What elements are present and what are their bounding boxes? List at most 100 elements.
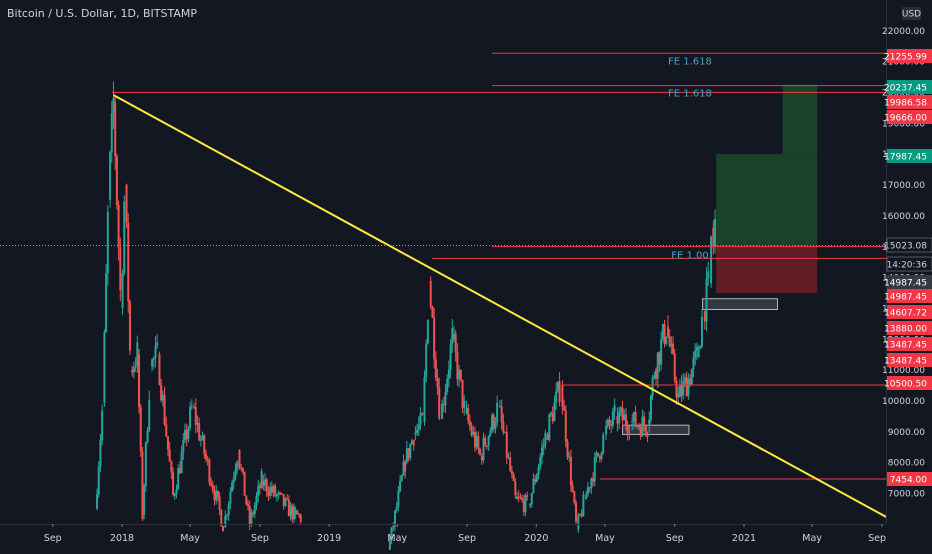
c2020-candle-126 bbox=[613, 398, 616, 420]
time-axis[interactable]: Sep 2018 May Sep 2019 May Sep 2020 May Sep 2021 May… bbox=[44, 524, 886, 544]
c2020-candle-171 bbox=[692, 351, 695, 378]
candle-body bbox=[504, 431, 507, 433]
c2020-candle-131 bbox=[623, 409, 626, 421]
candle-body bbox=[687, 378, 690, 397]
candle-body bbox=[573, 491, 576, 503]
candle-body bbox=[532, 479, 535, 493]
candle-body bbox=[236, 461, 239, 470]
c2018-candle-112 bbox=[292, 503, 295, 523]
c2018-candle-56 bbox=[196, 415, 199, 433]
candle-body bbox=[477, 436, 480, 449]
price-label-red[interactable]: 13880.00 bbox=[884, 321, 932, 335]
x-tick-label: May bbox=[387, 533, 407, 544]
candle-body bbox=[429, 280, 432, 307]
c2020-candle-84 bbox=[537, 463, 540, 480]
price-label-red[interactable]: 19666.00 bbox=[884, 110, 932, 124]
candle-body bbox=[275, 495, 278, 497]
c2018-candle-91 bbox=[257, 479, 260, 503]
price-axis[interactable]: 7000.008000.009000.0010000.0011000.00120… bbox=[882, 7, 932, 500]
price-label-countdown[interactable]: 14:20:36 bbox=[887, 256, 932, 272]
candle-body bbox=[255, 496, 258, 506]
c2020-candle-103 bbox=[571, 480, 574, 493]
y-tick-label: 10000.00 bbox=[882, 397, 925, 407]
c2018-candle-2 bbox=[99, 433, 102, 473]
candle-body bbox=[444, 391, 447, 406]
candle-body bbox=[127, 222, 130, 302]
c2020-candle-33 bbox=[447, 360, 450, 388]
c2018-candle-85 bbox=[246, 499, 249, 511]
candle-body bbox=[694, 350, 697, 358]
candle-body bbox=[182, 439, 185, 453]
price-label-red[interactable]: 10500.50 bbox=[884, 376, 932, 390]
candle-body bbox=[426, 320, 429, 344]
candle-body bbox=[456, 352, 459, 380]
c2020-candle-27 bbox=[436, 368, 439, 396]
c2020-candle-67 bbox=[507, 453, 510, 460]
candle-body bbox=[441, 403, 444, 420]
c2020-candle-105 bbox=[575, 499, 578, 525]
price-label-red[interactable]: 21255.99 bbox=[884, 49, 932, 63]
c2020-candle-118 bbox=[598, 455, 601, 463]
candle-body bbox=[707, 271, 710, 279]
candle-body bbox=[458, 369, 461, 380]
candle-body bbox=[388, 540, 391, 552]
candle-body bbox=[467, 408, 470, 421]
c2020-candle-160 bbox=[673, 348, 676, 384]
c2018-candle-97 bbox=[267, 485, 270, 501]
price-label-currency[interactable]: USD bbox=[902, 7, 921, 20]
yellow-trendline[interactable] bbox=[113, 94, 900, 525]
candle-body bbox=[487, 435, 490, 446]
candle-body bbox=[136, 342, 139, 367]
c2018-candle-82 bbox=[241, 467, 244, 475]
price-label-green[interactable]: 20237.45 bbox=[884, 80, 932, 94]
candle-body bbox=[666, 326, 669, 337]
candle-body bbox=[114, 102, 117, 157]
price-label-grey[interactable]: 14987.45 bbox=[884, 275, 932, 289]
c2020-candle-45 bbox=[468, 414, 471, 431]
candle-body bbox=[267, 491, 270, 496]
price-label-last[interactable]: 15023.08 bbox=[884, 237, 932, 253]
price-label-red[interactable]: 13487.45 bbox=[884, 337, 932, 351]
price-label-red[interactable]: 14987.45 bbox=[884, 289, 932, 303]
c2020-candle-7 bbox=[400, 474, 403, 482]
c2018-candle-15 bbox=[123, 195, 126, 276]
candle-body bbox=[473, 431, 476, 448]
candle-body bbox=[392, 526, 395, 528]
c2020-candle-46 bbox=[470, 422, 473, 437]
c2020-candle-90 bbox=[548, 413, 551, 442]
range-rectangle-2[interactable] bbox=[622, 424, 690, 435]
c2020-candle-36 bbox=[452, 325, 455, 342]
c2020-candle-175 bbox=[699, 345, 702, 350]
c2018-candle-8 bbox=[110, 100, 113, 164]
candle-body bbox=[265, 479, 268, 492]
price-label-red[interactable]: 7454.00 bbox=[887, 472, 932, 486]
candle-body bbox=[638, 425, 641, 427]
price-label-green[interactable]: 17987.45 bbox=[884, 149, 932, 163]
range-rectangle-1[interactable] bbox=[702, 298, 778, 310]
c2020-candle-28 bbox=[438, 377, 441, 421]
x-tick-label: Sep bbox=[666, 533, 684, 544]
candle-body bbox=[97, 466, 100, 495]
price-label-red[interactable]: 19986.58 bbox=[884, 95, 932, 109]
candle-body bbox=[692, 357, 695, 370]
candle-body bbox=[500, 406, 503, 423]
c2018-candle-110 bbox=[289, 501, 292, 521]
candle-body bbox=[248, 505, 251, 525]
candle-body bbox=[600, 452, 603, 459]
candle-body bbox=[270, 486, 273, 493]
c2020-candle-108 bbox=[580, 509, 583, 518]
price-label-red[interactable]: 13487.45 bbox=[884, 353, 932, 367]
profit-zone-upper bbox=[782, 84, 818, 155]
c2020-candle-78 bbox=[526, 491, 529, 501]
c2020-candle-106 bbox=[577, 512, 580, 534]
c2018-candle-86 bbox=[248, 500, 251, 531]
price-label-text: 19986.58 bbox=[884, 99, 927, 109]
price-label-red[interactable]: 14607.72 bbox=[884, 305, 932, 319]
candle-body bbox=[187, 427, 190, 440]
c2018-candle-32 bbox=[154, 336, 157, 368]
candle-body bbox=[540, 447, 543, 458]
candle-body bbox=[472, 431, 475, 435]
y-tick-label: 17000.00 bbox=[882, 181, 925, 191]
